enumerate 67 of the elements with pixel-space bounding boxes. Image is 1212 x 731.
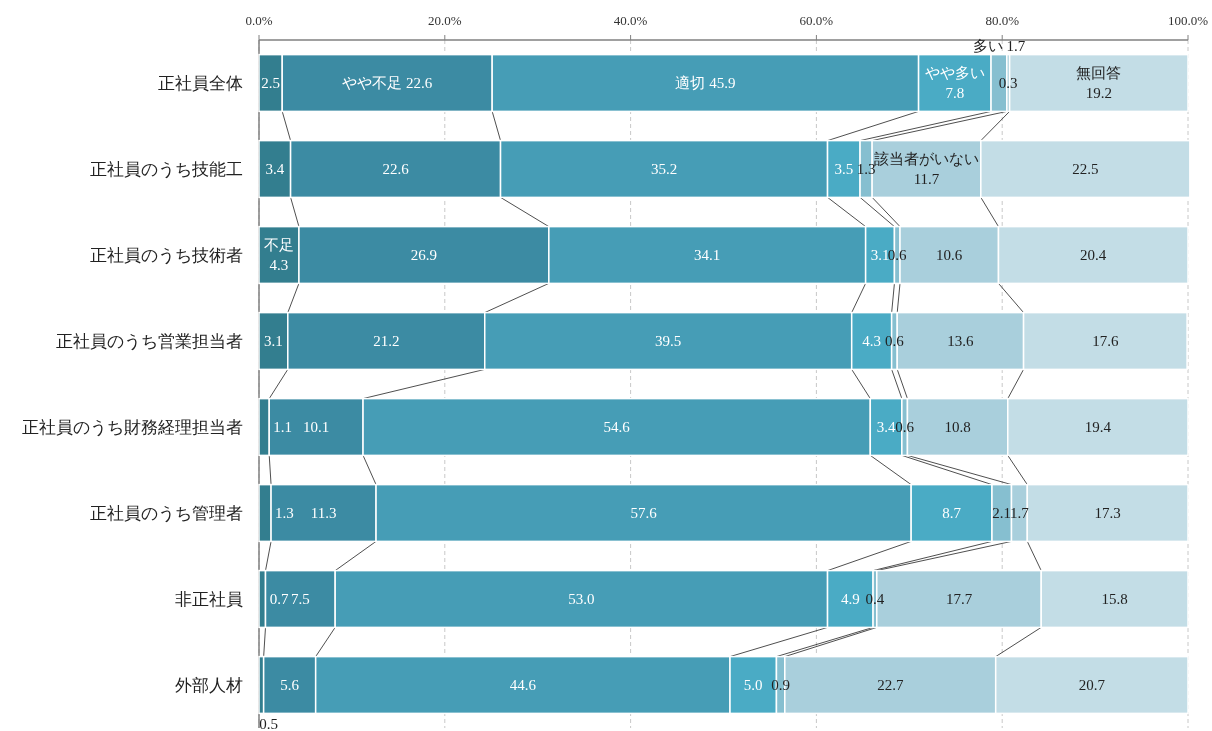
x-tick-label: 60.0%	[799, 13, 834, 28]
data-label: 17.6	[1092, 333, 1119, 349]
data-label: 8.7	[942, 505, 962, 521]
data-label: 11.3	[310, 505, 337, 521]
data-label: 20.4	[1080, 247, 1107, 263]
data-label: 2.1	[992, 505, 1012, 521]
data-label: 3.1	[264, 333, 283, 349]
data-label: 35.2	[650, 161, 678, 177]
data-label: 20.7	[1078, 677, 1106, 693]
data-label: 無回答 19.2	[1076, 65, 1122, 101]
data-label: 10.1	[303, 419, 330, 435]
data-label: 4.9	[840, 591, 860, 607]
x-tick-label: 40.0%	[613, 13, 648, 28]
data-label: 17.3	[1094, 505, 1121, 521]
y-tick-label: 正社員のうち技術者	[90, 246, 243, 265]
data-label: 3.5	[834, 161, 854, 177]
data-label: 0.6	[895, 419, 915, 435]
data-label: 44.6	[509, 677, 537, 693]
data-label: 19.4	[1084, 419, 1112, 435]
data-label: 5.0	[743, 677, 763, 693]
y-tick-label: 外部人材	[175, 676, 243, 695]
x-tick-label: 0.0%	[245, 13, 273, 28]
data-label: 13.6	[947, 333, 975, 349]
data-label: 4.3	[862, 333, 882, 349]
data-label: 22.7	[877, 677, 904, 693]
y-tick-label: 非正社員	[175, 590, 243, 609]
y-tick-label: 正社員のうち営業担当者	[56, 332, 243, 351]
data-label: 3.1	[870, 247, 890, 263]
data-label: 54.6	[603, 419, 631, 435]
data-label: 17.7	[945, 591, 973, 607]
data-label: 21.2	[373, 333, 400, 349]
data-label: 3.4	[876, 419, 896, 435]
data-label: 7.5	[290, 591, 310, 607]
data-label: やや多い 7.8	[924, 65, 985, 101]
data-label: 多い 1.7	[972, 37, 1026, 54]
data-label: やや不足 22.6	[342, 75, 433, 91]
data-label: 不足 4.3	[263, 237, 294, 273]
data-label: 10.8	[944, 419, 971, 435]
data-label: 0.7	[269, 591, 289, 607]
data-label: 39.5	[655, 333, 682, 349]
data-label: 34.1	[694, 247, 721, 263]
y-tick-label: 正社員のうち技能工	[90, 160, 243, 179]
data-label: 22.5	[1072, 161, 1099, 177]
data-label: 26.9	[410, 247, 438, 263]
data-label: 57.6	[630, 505, 658, 521]
data-label: 適切 45.9	[675, 75, 736, 91]
data-label: 53.0	[568, 591, 595, 607]
y-tick-label: 正社員のうち管理者	[90, 504, 243, 523]
x-tick-label: 80.0%	[985, 13, 1020, 28]
data-label: 0.3	[998, 75, 1018, 91]
x-tick-label: 20.0%	[428, 13, 462, 28]
data-label: 2.5	[261, 75, 280, 91]
x-tick-label: 100.0%	[1167, 13, 1209, 28]
y-tick-label: 正社員のうち財務経理担当者	[22, 418, 243, 437]
data-label: 0.6	[885, 333, 905, 349]
data-label: 15.8	[1101, 591, 1128, 607]
data-label: 3.4	[265, 161, 285, 177]
data-label: 5.6	[280, 677, 300, 693]
data-label: 22.6	[382, 161, 410, 177]
data-label: 1.3	[275, 505, 294, 521]
y-tick-label: 正社員全体	[158, 74, 243, 93]
data-label: 0.4	[865, 591, 885, 607]
data-label: 0.6	[887, 247, 908, 263]
data-label: 1.7	[1010, 505, 1030, 521]
data-label: 10.6	[936, 247, 963, 263]
data-label: 1.1	[273, 419, 292, 435]
data-label: 0.5	[259, 716, 279, 731]
